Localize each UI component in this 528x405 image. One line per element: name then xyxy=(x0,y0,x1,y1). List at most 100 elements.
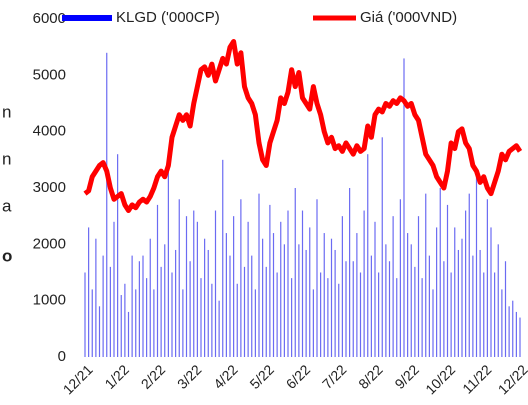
volume-bar xyxy=(265,266,267,357)
volume-bar xyxy=(233,216,235,357)
volume-bar xyxy=(287,210,289,357)
volume-bar xyxy=(396,278,398,357)
volume-bar xyxy=(338,283,340,357)
volume-bar xyxy=(370,255,372,357)
volume-bar xyxy=(454,227,456,357)
volume-bar xyxy=(461,238,463,357)
x-tick-label: 2/22 xyxy=(138,361,169,392)
volume-bar xyxy=(327,278,329,357)
volume-bar xyxy=(196,221,198,357)
volume-bar xyxy=(374,221,376,357)
volume-bar xyxy=(519,317,521,357)
volume-bar xyxy=(320,272,322,357)
volume-bar xyxy=(189,261,191,357)
x-tick-label: 1/22 xyxy=(101,361,132,392)
volume-bar xyxy=(345,261,347,357)
volume-bar xyxy=(352,261,354,357)
volume-bar xyxy=(497,244,499,357)
volume-bar xyxy=(175,249,177,357)
volume-bar xyxy=(388,261,391,357)
x-tick-label: 11/22 xyxy=(459,361,495,397)
volume-bar xyxy=(446,204,449,357)
volume-bar xyxy=(298,244,300,357)
volume-bar xyxy=(91,289,93,357)
volume-bar xyxy=(425,193,427,357)
volume-bar xyxy=(356,233,358,357)
volume-bar xyxy=(341,216,343,357)
x-tick-label: 5/22 xyxy=(246,361,277,392)
volume-bar xyxy=(515,311,517,357)
volume-bar xyxy=(229,255,231,357)
volume-bar xyxy=(421,278,423,357)
volume-bar xyxy=(102,255,104,357)
side-text: n xyxy=(2,149,11,168)
volume-bar xyxy=(236,283,238,357)
volume-bar xyxy=(410,244,412,357)
volume-bar xyxy=(432,289,434,357)
volume-bar xyxy=(385,244,387,357)
volume-bar xyxy=(367,154,369,357)
volume-bar xyxy=(457,249,459,357)
volume-bar xyxy=(359,272,362,357)
volume-bar xyxy=(262,238,264,357)
volume-bar xyxy=(283,244,285,357)
x-tick-label: 9/22 xyxy=(391,361,422,392)
volume-bar xyxy=(330,238,333,357)
volume-bar xyxy=(113,221,115,357)
volume-bar xyxy=(124,283,126,357)
volume-bar xyxy=(131,255,133,357)
volume-bar xyxy=(84,272,86,357)
volume-bar xyxy=(399,199,401,357)
volume-bar xyxy=(146,278,148,357)
volume-bar xyxy=(254,289,256,357)
volume-bar xyxy=(142,255,144,357)
y-tick-label: 5000 xyxy=(33,66,66,83)
side-text: o xyxy=(2,246,12,265)
volume-bar xyxy=(334,249,336,357)
volume-bar xyxy=(120,295,122,357)
volume-bar xyxy=(193,210,195,357)
volume-bar xyxy=(167,171,169,357)
volume-bar xyxy=(109,266,111,357)
volume-bar xyxy=(291,278,293,357)
volume-bar xyxy=(443,261,445,357)
x-tick-label: 12/22 xyxy=(495,361,528,397)
volume-bar xyxy=(305,249,307,357)
volume-bar xyxy=(428,255,430,357)
volume-bar xyxy=(251,255,253,357)
volume-bar xyxy=(127,311,130,357)
legend-label: KLGD ('000CP) xyxy=(116,9,220,26)
volume-bar xyxy=(316,199,318,357)
volume-bar xyxy=(243,266,246,357)
side-text: n xyxy=(2,102,11,121)
volume-bar xyxy=(225,233,227,357)
volume-bar xyxy=(171,272,173,357)
volume-bar xyxy=(200,278,202,357)
volume-bar xyxy=(407,233,409,357)
volume-bar xyxy=(160,266,162,357)
y-tick-label: 3000 xyxy=(33,179,66,196)
volume-bar xyxy=(508,306,510,357)
legend-swatch xyxy=(62,15,112,21)
volume-bar xyxy=(272,233,275,357)
volume-bar xyxy=(276,272,278,357)
volume-bar xyxy=(185,216,188,357)
volume-bar xyxy=(149,238,151,357)
volume-bar xyxy=(439,188,441,357)
x-tick-label: 4/22 xyxy=(210,361,241,392)
side-text: a xyxy=(2,196,12,215)
volume-bar xyxy=(486,199,488,357)
x-tick-label: 3/22 xyxy=(174,361,205,392)
y-tick-label: 2000 xyxy=(33,235,66,252)
volume-bar xyxy=(138,261,140,357)
volume-bar xyxy=(465,210,467,357)
volume-bar xyxy=(280,221,282,357)
volume-bar xyxy=(301,210,304,357)
price-line xyxy=(83,39,523,214)
volume-bar xyxy=(214,210,217,357)
volume-bar xyxy=(117,154,119,357)
y-tick-label: 4000 xyxy=(33,123,66,140)
volume-bar xyxy=(436,227,438,357)
volume-bar xyxy=(247,221,249,357)
